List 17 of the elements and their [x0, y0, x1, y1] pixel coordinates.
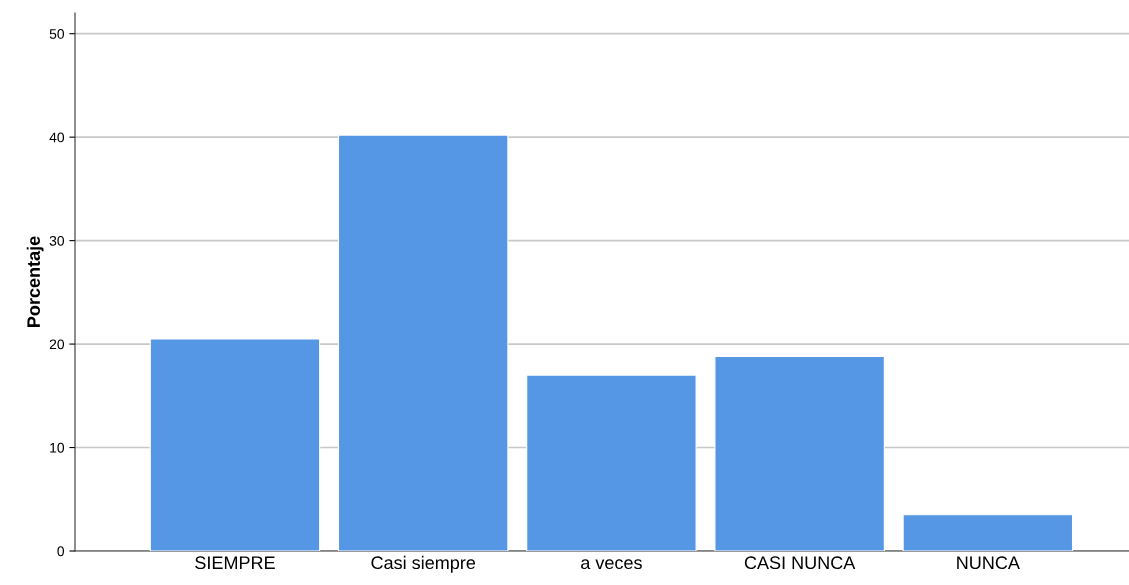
- bar: [149, 338, 321, 551]
- x-tick-label: NUNCA: [957, 556, 1020, 570]
- y-axis-title: Porcentaje: [26, 236, 44, 327]
- x-tick-label: CASI NUNCA: [744, 556, 856, 570]
- y-tick-label: 50: [49, 29, 65, 39]
- x-tick-label: a veces: [581, 559, 642, 570]
- x-tick-label: Casi siempre: [371, 555, 476, 573]
- x-tick-label: SIEMPRE: [195, 556, 275, 570]
- bar: [714, 355, 885, 551]
- y-tick-label: 10: [50, 442, 65, 453]
- y-tick-label: 40: [49, 132, 65, 143]
- y-tick-label: 20: [49, 339, 65, 350]
- bar: [526, 374, 697, 551]
- bar: [337, 134, 509, 551]
- y-tick-label: 0: [57, 546, 65, 557]
- bar: [902, 514, 1074, 551]
- y-tick-label: 30: [49, 235, 65, 246]
